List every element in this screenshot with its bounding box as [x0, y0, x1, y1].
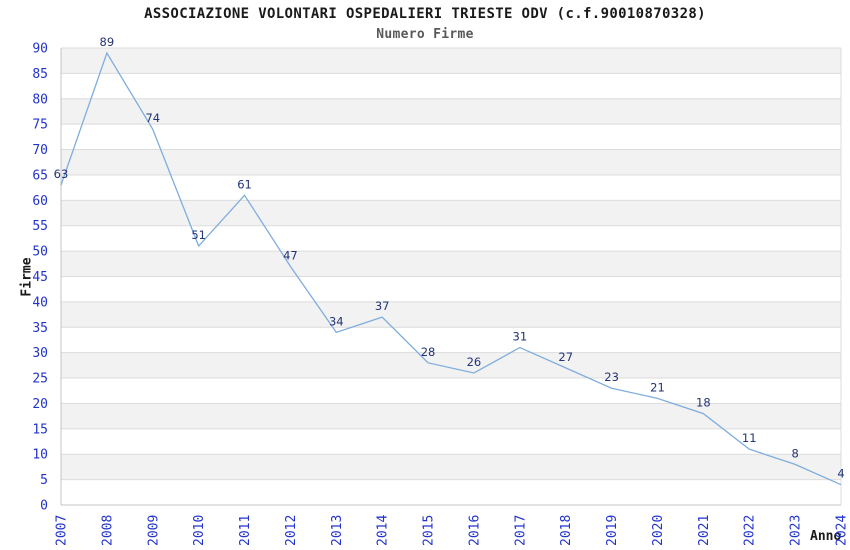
point-label: 74	[145, 111, 160, 125]
x-tick-label: 2019	[605, 515, 620, 546]
x-tick-label: 2017	[513, 515, 528, 546]
y-tick-label: 0	[40, 499, 48, 514]
plot-band	[61, 174, 841, 201]
y-tick-label: 30	[32, 346, 48, 361]
x-tick-label: 2024	[835, 515, 850, 546]
y-tick-label: 50	[32, 245, 48, 260]
point-label: 18	[696, 396, 711, 410]
plot-band	[61, 327, 841, 353]
y-tick-label: 35	[32, 321, 48, 336]
series-line	[60, 51, 842, 486]
plot-band	[61, 73, 841, 99]
point-label: 61	[237, 177, 252, 191]
plot-band	[61, 251, 841, 277]
y-tick-label: 40	[32, 295, 48, 310]
point-label: 8	[791, 446, 798, 460]
plot-band	[61, 352, 841, 379]
y-tick-label: 60	[32, 194, 48, 209]
plot-band	[61, 225, 841, 252]
x-tick-label: 2022	[743, 515, 758, 546]
y-tick-label: 10	[32, 448, 48, 463]
x-tick-label: 2020	[651, 515, 666, 546]
y-tick-label: 80	[32, 92, 48, 107]
y-tick-label: 90	[32, 42, 48, 57]
y-tick-label: 75	[32, 118, 48, 133]
plot-band	[61, 479, 841, 505]
plot-band	[61, 200, 841, 226]
point-label: 4	[837, 467, 844, 481]
plot-band	[61, 48, 841, 74]
chart-title: ASSOCIAZIONE VOLONTARI OSPEDALIERI TRIES…	[144, 6, 706, 22]
point-label: 89	[100, 35, 115, 49]
x-tick-label: 2009	[146, 515, 161, 546]
x-tick-label: 2016	[467, 515, 482, 546]
point-label: 51	[191, 228, 206, 242]
x-tick-label: 2010	[192, 515, 207, 546]
y-tick-label: 55	[32, 219, 48, 234]
y-tick-label: 70	[32, 143, 48, 158]
point-label: 21	[650, 380, 665, 394]
plot-band	[61, 276, 841, 302]
point-label: 23	[604, 370, 619, 384]
y-tick-label: 65	[32, 168, 48, 183]
y-tick-label: 15	[32, 422, 48, 437]
plot-band	[61, 301, 841, 328]
y-tick-label: 85	[32, 67, 48, 82]
point-label: 11	[742, 431, 757, 445]
plot-band	[61, 454, 841, 480]
x-axis-title: Anno	[810, 529, 842, 544]
plot-band	[61, 124, 841, 150]
plot-band	[61, 98, 841, 125]
x-tick-label: 2021	[697, 515, 712, 546]
y-tick-label: 5	[40, 473, 48, 488]
x-tick-label: 2018	[559, 515, 574, 546]
x-tick-label: 2007	[55, 515, 70, 546]
point-label: 26	[467, 355, 482, 369]
plot-band	[61, 428, 841, 455]
plot-band	[61, 378, 841, 404]
x-tick-label: 2015	[422, 515, 437, 546]
point-label: 28	[421, 345, 436, 359]
point-label: 37	[375, 299, 390, 313]
point-label: 34	[329, 314, 344, 328]
x-tick-label: 2008	[100, 515, 115, 546]
point-label: 47	[283, 248, 298, 262]
plot-band	[61, 403, 841, 429]
x-tick-label: 2013	[330, 515, 345, 546]
point-label: 31	[513, 330, 528, 344]
y-tick-label: 20	[32, 397, 48, 412]
x-tick-label: 2012	[284, 515, 299, 546]
plot-band	[61, 149, 841, 175]
point-label: 63	[54, 167, 69, 181]
y-tick-label: 25	[32, 372, 48, 387]
x-tick-label: 2011	[238, 515, 253, 546]
chart-subtitle: Numero Firme	[376, 27, 474, 42]
y-tick-label: 45	[32, 270, 48, 285]
point-label: 27	[558, 350, 573, 364]
x-tick-label: 2014	[376, 515, 391, 546]
x-tick-label: 2023	[789, 515, 804, 546]
